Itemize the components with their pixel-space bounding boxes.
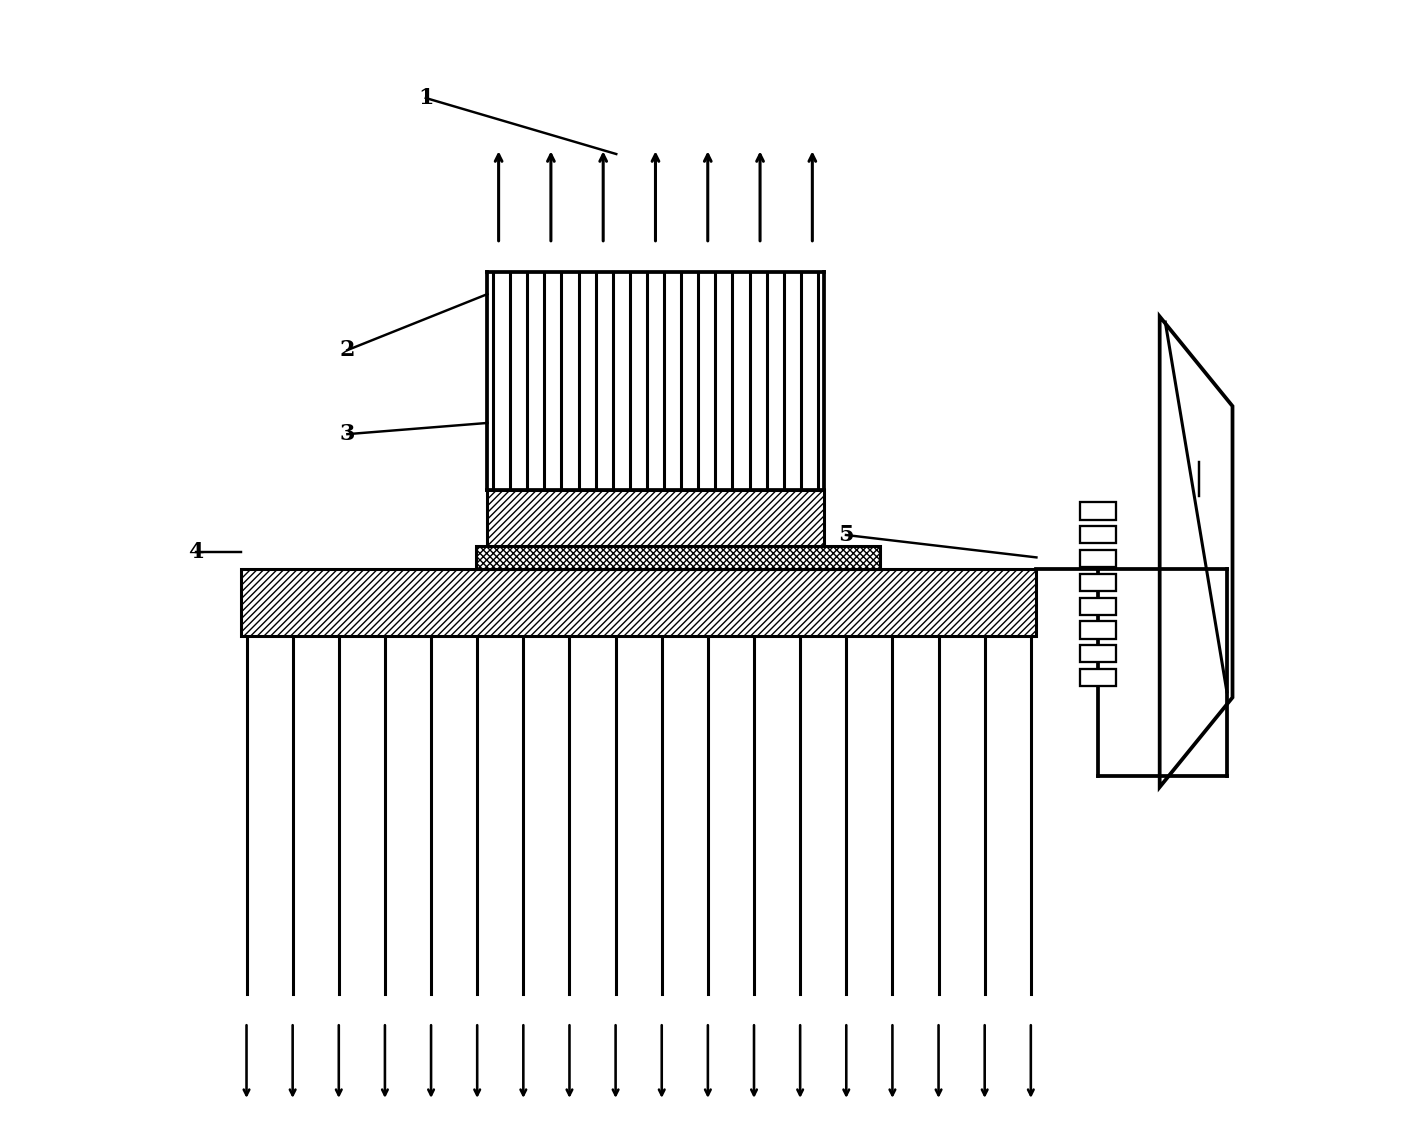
Text: 5: 5 [838,524,854,546]
Text: 4: 4 [188,540,203,563]
Bar [240,569,1036,636]
Bar [488,490,824,552]
Bar [477,546,879,569]
Bar [1080,502,1116,519]
Bar [1080,622,1116,638]
Text: 1: 1 [418,87,434,109]
Bar [1080,526,1116,544]
Bar [1080,645,1116,662]
Text: 3: 3 [340,423,356,445]
Bar [1080,574,1116,591]
Bar [1080,669,1116,686]
Bar [1080,598,1116,615]
Text: 6: 6 [1191,452,1207,473]
Bar [1080,551,1116,568]
Polygon shape [1160,316,1232,787]
Text: 2: 2 [340,339,356,361]
